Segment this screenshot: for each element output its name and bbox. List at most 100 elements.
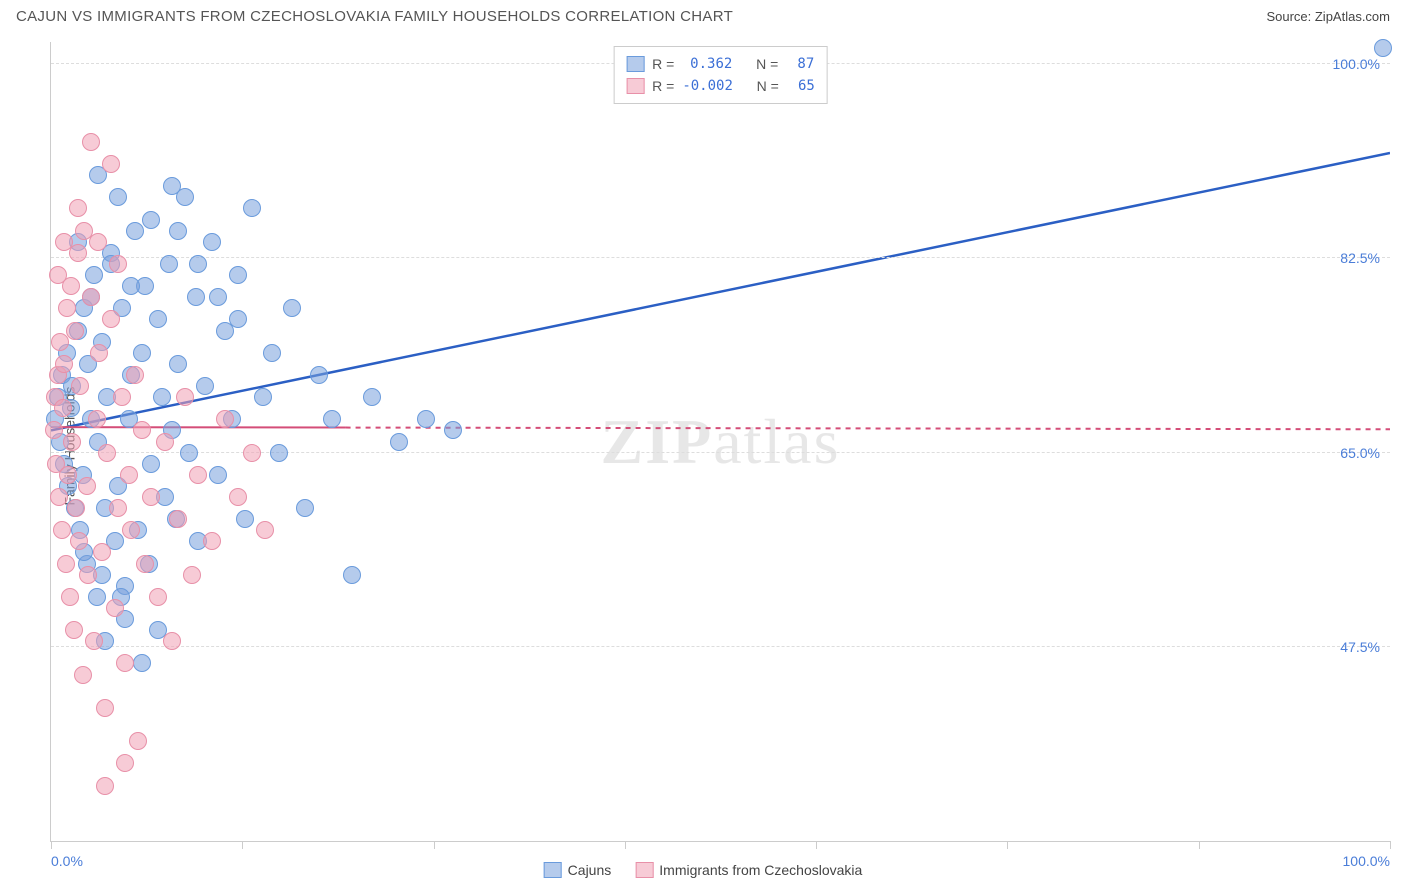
data-point (54, 399, 72, 417)
stats-legend-row: R =0.362 N =87 (626, 53, 815, 75)
data-point (109, 499, 127, 517)
data-point (180, 444, 198, 462)
data-point (163, 632, 181, 650)
data-point (176, 388, 194, 406)
data-point (323, 410, 341, 428)
data-point (136, 555, 154, 573)
data-point (343, 566, 361, 584)
data-point (209, 466, 227, 484)
legend-swatch (626, 78, 644, 94)
data-point (55, 233, 73, 251)
x-tick (625, 841, 626, 849)
data-point (189, 466, 207, 484)
y-tick-label: 100.0% (1333, 56, 1380, 72)
data-point (229, 488, 247, 506)
data-point (85, 266, 103, 284)
data-point (109, 188, 127, 206)
y-tick-label: 47.5% (1340, 639, 1380, 655)
data-point (116, 654, 134, 672)
data-point (216, 410, 234, 428)
x-tick (434, 841, 435, 849)
data-point (66, 322, 84, 340)
chart-title: CAJUN VS IMMIGRANTS FROM CZECHOSLOVAKIA … (16, 8, 733, 25)
data-point (85, 632, 103, 650)
data-point (49, 266, 67, 284)
series-legend: CajunsImmigrants from Czechoslovakia (544, 862, 863, 878)
legend-label: Immigrants from Czechoslovakia (659, 862, 862, 878)
data-point (106, 599, 124, 617)
data-point (113, 388, 131, 406)
source-name: ZipAtlas.com (1315, 9, 1390, 24)
data-point (243, 199, 261, 217)
y-tick-label: 82.5% (1340, 250, 1380, 266)
data-point (169, 355, 187, 373)
data-point (98, 444, 116, 462)
r-value: 0.362 (682, 53, 732, 75)
data-point (133, 654, 151, 672)
data-point (50, 488, 68, 506)
data-point (363, 388, 381, 406)
data-point (109, 255, 127, 273)
data-point (254, 388, 272, 406)
data-point (256, 521, 274, 539)
data-point (169, 222, 187, 240)
x-tick (816, 841, 817, 849)
legend-swatch (626, 56, 644, 72)
stats-legend: R = 0.362 N = 87R =-0.002 N =65 (613, 46, 828, 104)
data-point (116, 754, 134, 772)
data-point (82, 288, 100, 306)
scatter-chart: ZIPatlas R = 0.362 N = 87R =-0.002 N =65 4… (50, 42, 1390, 842)
data-point (229, 310, 247, 328)
data-point (310, 366, 328, 384)
y-tick-label: 65.0% (1340, 445, 1380, 461)
data-point (122, 277, 140, 295)
gridline (51, 257, 1390, 258)
r-value: -0.002 (682, 75, 733, 97)
data-point (149, 588, 167, 606)
n-value: 87 (786, 53, 814, 75)
data-point (243, 444, 261, 462)
data-point (209, 288, 227, 306)
data-point (444, 421, 462, 439)
data-point (102, 155, 120, 173)
data-point (236, 510, 254, 528)
data-point (203, 233, 221, 251)
data-point (88, 410, 106, 428)
data-point (67, 499, 85, 517)
data-point (283, 299, 301, 317)
x-tick (1007, 841, 1008, 849)
data-point (263, 344, 281, 362)
data-point (229, 266, 247, 284)
r-label: R = (652, 53, 674, 75)
x-tick (242, 841, 243, 849)
data-point (203, 532, 221, 550)
trend-lines (51, 42, 1390, 841)
data-point (142, 455, 160, 473)
data-point (78, 477, 96, 495)
watermark: ZIPatlas (601, 405, 841, 479)
data-point (82, 133, 100, 151)
x-tick (1199, 841, 1200, 849)
legend-swatch (544, 862, 562, 878)
source-prefix: Source: (1266, 9, 1314, 24)
data-point (133, 344, 151, 362)
data-point (149, 310, 167, 328)
data-point (65, 621, 83, 639)
data-point (59, 466, 77, 484)
data-point (126, 366, 144, 384)
data-point (183, 566, 201, 584)
data-point (63, 433, 81, 451)
data-point (58, 299, 76, 317)
n-label: N = (757, 75, 779, 97)
data-point (187, 288, 205, 306)
data-point (88, 588, 106, 606)
data-point (390, 433, 408, 451)
data-point (61, 588, 79, 606)
data-point (156, 433, 174, 451)
stats-legend-row: R =-0.002 N =65 (626, 75, 815, 97)
data-point (69, 199, 87, 217)
data-point (120, 466, 138, 484)
data-point (160, 255, 178, 273)
data-point (45, 421, 63, 439)
x-tick-label: 100.0% (1343, 853, 1390, 869)
